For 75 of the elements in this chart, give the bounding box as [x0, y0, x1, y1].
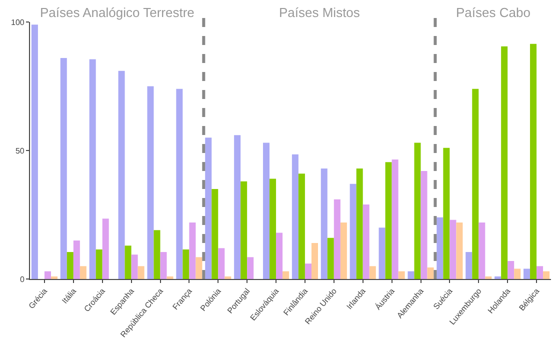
bar — [443, 148, 450, 279]
bar — [340, 222, 347, 279]
bar — [247, 257, 254, 279]
bar — [44, 271, 51, 279]
bar — [189, 222, 196, 279]
bar — [514, 268, 521, 279]
bar — [501, 46, 508, 279]
bar — [427, 267, 434, 279]
bar — [31, 24, 38, 279]
bar — [270, 178, 276, 279]
bar — [327, 238, 334, 279]
bar — [378, 228, 386, 279]
bar — [320, 168, 328, 279]
bar — [350, 184, 356, 279]
bar — [536, 266, 544, 279]
bar — [240, 181, 248, 279]
bar — [282, 271, 290, 279]
bar — [292, 154, 298, 279]
bar — [224, 276, 232, 279]
bar — [508, 261, 514, 279]
bar — [176, 88, 183, 279]
bar — [420, 171, 428, 279]
y-tick-label: 50 — [15, 146, 25, 156]
bar — [160, 252, 167, 279]
bar — [276, 232, 283, 279]
y-tick-label: 100 — [11, 18, 25, 27]
bar — [89, 59, 96, 279]
bar — [494, 276, 502, 279]
bar — [450, 220, 456, 279]
bar — [398, 271, 405, 279]
text: Países Analógico Terrestre — [40, 5, 194, 20]
bar — [369, 266, 376, 279]
bar — [436, 217, 444, 279]
bar — [138, 266, 144, 279]
bar — [182, 249, 190, 279]
bar — [456, 222, 463, 279]
bar — [73, 240, 80, 279]
text: Países Mistos — [279, 5, 360, 20]
text: Países Cabo — [456, 5, 530, 20]
y-tick-label: 0 — [20, 274, 25, 284]
bar — [118, 70, 125, 279]
bar — [362, 204, 370, 279]
bar — [96, 249, 102, 279]
bar — [212, 189, 218, 279]
bar — [131, 254, 138, 279]
bar — [166, 276, 174, 279]
bar — [385, 162, 392, 279]
bar — [60, 58, 67, 279]
bar — [524, 268, 530, 279]
bar — [218, 248, 225, 279]
bar — [50, 276, 58, 279]
bar — [298, 174, 305, 279]
bar — [356, 168, 363, 279]
bar — [66, 252, 74, 279]
bar — [205, 138, 212, 279]
bar — [334, 199, 340, 279]
bar — [408, 271, 414, 279]
bar — [472, 88, 479, 279]
bar — [234, 135, 241, 279]
bar — [80, 266, 86, 279]
bar — [543, 271, 550, 279]
bar — [124, 246, 132, 279]
bar — [478, 222, 486, 279]
bar — [530, 44, 537, 279]
bar — [154, 230, 160, 279]
bar — [147, 86, 154, 279]
bar — [466, 252, 472, 279]
bar — [263, 142, 270, 279]
bar — [485, 276, 492, 279]
bar — [311, 243, 318, 279]
bar — [196, 257, 202, 279]
bar — [414, 142, 421, 279]
bar — [102, 218, 109, 279]
bar — [304, 264, 312, 279]
bar — [392, 160, 398, 279]
